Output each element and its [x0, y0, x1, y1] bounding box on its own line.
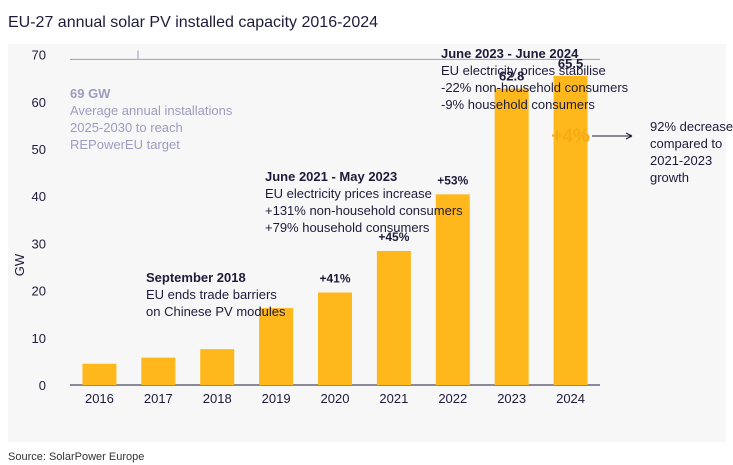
event-annotation-heading: June 2023 - June 2024 — [441, 46, 579, 61]
y-tick-label: 0 — [39, 378, 46, 393]
x-tick-label: 2018 — [203, 391, 232, 406]
x-tick-label: 2023 — [497, 391, 526, 406]
y-tick-label: 30 — [32, 236, 46, 251]
label-layer: 62.8 65.5 +41% +45% +53% +4% — [319, 56, 589, 286]
growth-label: +45% — [378, 230, 409, 244]
event-annotation-line: +79% household consumers — [265, 220, 430, 235]
bar-2024 — [553, 75, 588, 385]
axis-layer: 0 10 20 30 40 50 60 70 GW 2016 2017 2018 2019 2020 202… — [12, 48, 600, 406]
y-tick-label: 20 — [32, 284, 46, 299]
target-annotation-line: 2025-2030 to reach — [70, 120, 183, 135]
bar-layer — [82, 75, 588, 386]
data-label: 65.5 — [558, 56, 583, 71]
y-tick-label: 50 — [32, 142, 46, 157]
target-annotation-line: Average annual installations — [70, 103, 233, 118]
event-annotation-line: +131% non-household consumers — [265, 203, 463, 218]
x-tick-label: 2016 — [85, 391, 114, 406]
event-annotation-line: -9% household consumers — [441, 97, 595, 112]
x-tick-label: 2017 — [144, 391, 173, 406]
y-tick-label: 60 — [32, 95, 46, 110]
bar-2018 — [200, 349, 235, 385]
event-annotation-line: EU ends trade barriers — [146, 287, 277, 302]
source-note: Source: SolarPower Europe — [8, 451, 145, 463]
data-label: 62.8 — [499, 69, 524, 84]
event-annotation-heading: September 2018 — [146, 270, 246, 285]
y-tick-label: 70 — [32, 48, 46, 63]
side-note-line: compared to — [650, 136, 722, 151]
chart-panel — [8, 44, 726, 442]
arrow-head — [625, 132, 633, 140]
x-tick-label: 2022 — [438, 391, 467, 406]
bar-2020 — [318, 292, 352, 385]
event-annotation-line: EU electricity prices stabilise — [441, 63, 606, 78]
target-layer: 69 GW Average annual installations 2025-20… — [70, 50, 600, 152]
target-annotation-line: REPowerEU target — [70, 137, 180, 152]
side-note-line: 92% decrease — [650, 119, 733, 134]
x-tick-label: 2024 — [556, 391, 585, 406]
annotation-layer: 92% decrease compared to 2021-2023 growth Se… — [146, 46, 733, 319]
bar-2017 — [141, 357, 176, 385]
bar-2022 — [435, 194, 470, 385]
x-tick-label: 2021 — [379, 391, 408, 406]
side-note-line: growth — [650, 170, 689, 185]
event-annotation-line: -22% non-household consumers — [441, 80, 629, 95]
event-annotation-line: EU electricity prices increase — [265, 186, 432, 201]
bar-2021 — [376, 250, 411, 385]
bar-2019 — [259, 308, 294, 385]
growth-label: +41% — [319, 271, 350, 285]
x-tick-label: 2019 — [262, 391, 291, 406]
side-note-line: 2021-2023 — [650, 153, 712, 168]
y-axis-label: GW — [12, 253, 27, 276]
y-tick-label: 10 — [32, 331, 46, 346]
bar-2016 — [82, 363, 117, 385]
bar-2023 — [494, 88, 529, 386]
x-tick-label: 2020 — [321, 391, 350, 406]
event-annotation-line: on Chinese PV modules — [146, 304, 286, 319]
chart-title: EU-27 annual solar PV installed capacity… — [8, 14, 379, 31]
growth-label: +4% — [551, 126, 590, 147]
growth-label: +53% — [437, 173, 468, 187]
target-annotation-heading: 69 GW — [70, 86, 111, 101]
y-tick-label: 40 — [32, 189, 46, 204]
event-annotation-heading: June 2021 - May 2023 — [265, 169, 397, 184]
